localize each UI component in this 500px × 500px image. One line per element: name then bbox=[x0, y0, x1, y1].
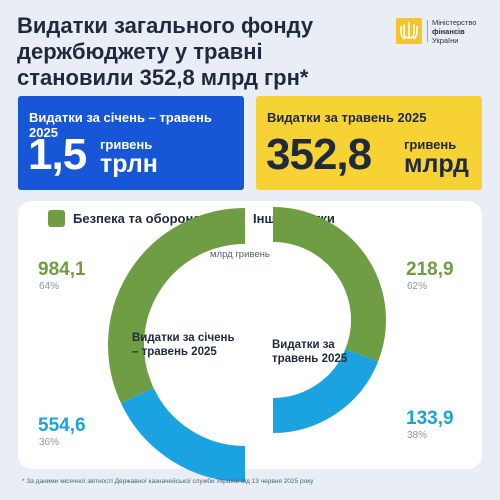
percent-label-jan-may-other: 36% bbox=[39, 437, 60, 448]
card-caption: Видатки за січень – травень 2025 bbox=[29, 110, 212, 140]
percent-label-may-other: 38% bbox=[407, 430, 428, 441]
percent-label-jan-may-defense: 64% bbox=[39, 281, 60, 292]
card-unit-small: гривень bbox=[100, 137, 153, 152]
card-value: 1,5 bbox=[28, 130, 87, 179]
donut-segment-may-defense bbox=[272, 207, 386, 362]
logo-text: Міністерство фінансів України bbox=[432, 18, 477, 45]
percent-label-may-defense: 62% bbox=[407, 281, 428, 292]
footnote: * За даними місячної звітності Державної… bbox=[22, 478, 314, 485]
donut-center-label-may: Видатки за травень 2025 bbox=[272, 339, 348, 365]
donut-center-label-jan-may: Видатки за січень – травень 2025 bbox=[132, 332, 235, 358]
page-title: Видатки загального фонду держбюджету у т… bbox=[17, 13, 314, 90]
card-caption: Видатки за травень 2025 bbox=[267, 110, 427, 125]
value-label-jan-may-defense: 984,1 bbox=[38, 259, 86, 280]
donut-segment-jan-may-defense bbox=[108, 208, 246, 404]
logo-divider bbox=[427, 20, 428, 42]
ministry-logo: Міністерство фінансів України bbox=[396, 18, 494, 46]
card-unit-big: трлн bbox=[100, 150, 158, 178]
card-unit-small: гривень bbox=[404, 137, 457, 152]
summary-card-may: Видатки за травень 2025 352,8 гривень мл… bbox=[256, 96, 482, 190]
donut-segment-may-other bbox=[272, 348, 378, 433]
value-label-jan-may-other: 554,6 bbox=[38, 415, 86, 436]
value-label-may-defense: 218,9 bbox=[406, 259, 454, 280]
card-value: 352,8 bbox=[266, 130, 372, 179]
chart-panel bbox=[18, 201, 482, 469]
trident-icon bbox=[396, 18, 422, 44]
legend-swatch bbox=[48, 210, 65, 227]
summary-card-jan-may: Видатки за січень – травень 2025 1,5 гри… bbox=[18, 96, 244, 190]
value-label-may-other: 133,9 bbox=[406, 408, 454, 429]
legend-item-defense: Безпека та оборона bbox=[48, 210, 201, 227]
legend-label: Безпека та оборона bbox=[73, 211, 201, 226]
unit-note: млрд гривень bbox=[210, 249, 270, 260]
donut-segment-jan-may-other bbox=[120, 387, 246, 482]
card-unit-big: млрд bbox=[404, 150, 469, 178]
